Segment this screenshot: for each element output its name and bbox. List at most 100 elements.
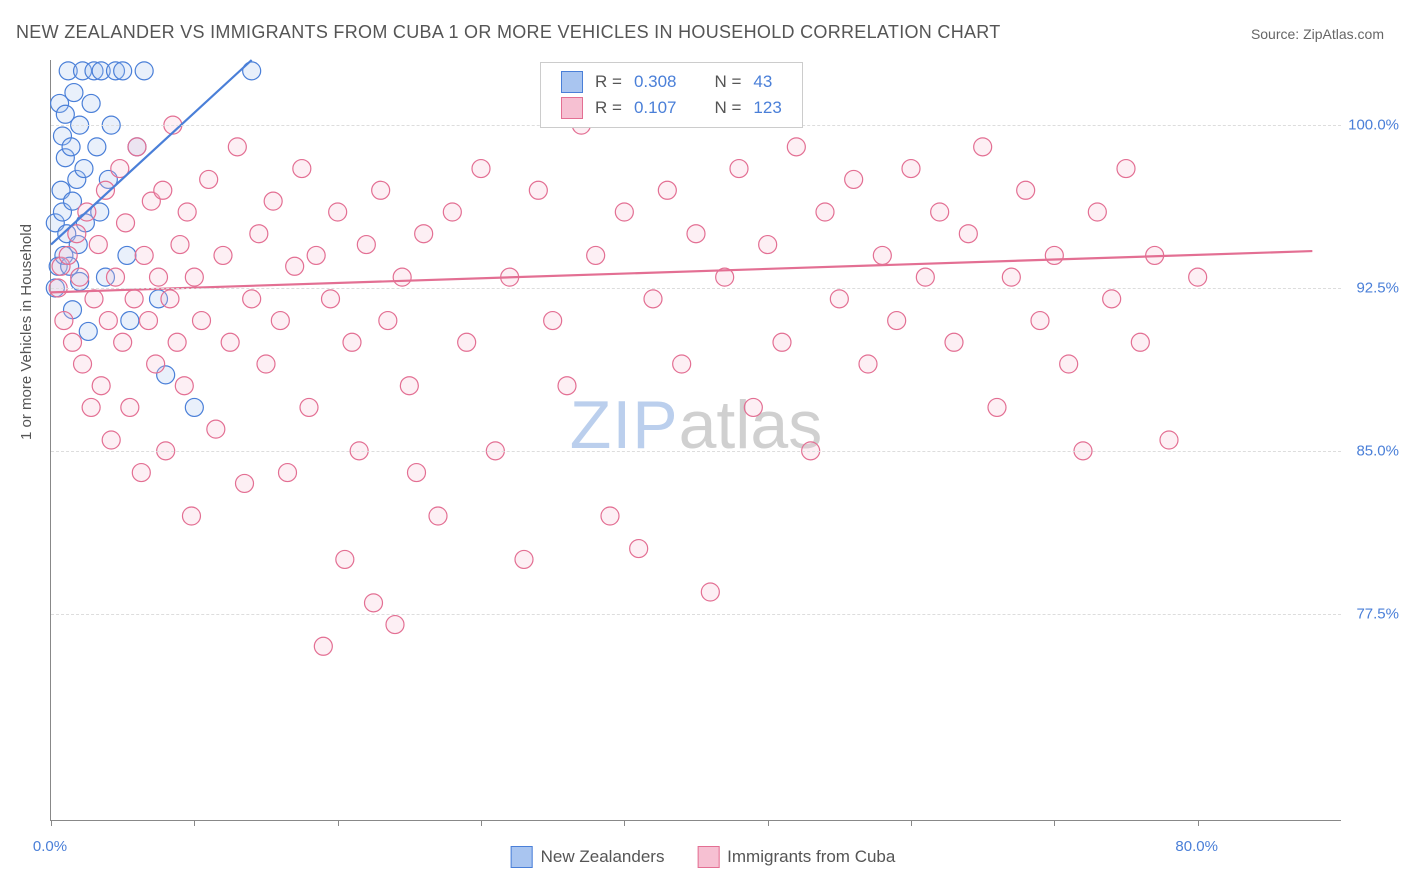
data-point	[408, 464, 426, 482]
data-point	[515, 550, 533, 568]
data-point	[139, 312, 157, 330]
data-point	[236, 474, 254, 492]
data-point	[193, 312, 211, 330]
data-point	[386, 616, 404, 634]
data-point	[1060, 355, 1078, 373]
data-point	[250, 225, 268, 243]
data-point	[171, 236, 189, 254]
data-point	[314, 637, 332, 655]
data-point	[687, 225, 705, 243]
data-point	[544, 312, 562, 330]
data-point	[587, 246, 605, 264]
data-point	[443, 203, 461, 221]
data-point	[1045, 246, 1063, 264]
x-tick	[911, 820, 912, 826]
n-value: 43	[747, 69, 787, 95]
x-tick	[624, 820, 625, 826]
legend-label: New Zealanders	[541, 847, 665, 867]
data-point	[816, 203, 834, 221]
data-point	[1160, 431, 1178, 449]
data-point	[429, 507, 447, 525]
data-point	[558, 377, 576, 395]
grid-line	[51, 288, 1341, 289]
data-point	[175, 377, 193, 395]
data-point	[71, 268, 89, 286]
data-point	[1088, 203, 1106, 221]
n-label: N =	[708, 95, 747, 121]
data-point	[168, 333, 186, 351]
data-point	[673, 355, 691, 373]
data-point	[379, 312, 397, 330]
chart-svg	[51, 60, 1341, 820]
data-point	[357, 236, 375, 254]
data-point	[75, 160, 93, 178]
data-point	[243, 290, 261, 308]
data-point	[132, 464, 150, 482]
data-point	[959, 225, 977, 243]
source-attribution: Source: ZipAtlas.com	[1251, 26, 1384, 42]
data-point	[286, 257, 304, 275]
data-point	[1017, 181, 1035, 199]
data-point	[271, 312, 289, 330]
trend-line	[51, 251, 1312, 292]
data-point	[400, 377, 418, 395]
x-tick	[1198, 820, 1199, 826]
data-point	[916, 268, 934, 286]
data-point	[1103, 290, 1121, 308]
data-point	[135, 246, 153, 264]
data-point	[300, 398, 318, 416]
data-point	[228, 138, 246, 156]
data-point	[1117, 160, 1135, 178]
legend-swatch-blue	[511, 846, 533, 868]
data-point	[1189, 268, 1207, 286]
data-point	[121, 398, 139, 416]
legend-swatch-pink	[561, 97, 583, 119]
data-point	[415, 225, 433, 243]
x-tick-label: 0.0%	[33, 838, 67, 855]
data-point	[89, 236, 107, 254]
data-point	[74, 355, 92, 373]
data-point	[630, 540, 648, 558]
data-point	[529, 181, 547, 199]
data-point	[59, 246, 77, 264]
data-point	[787, 138, 805, 156]
y-tick-label: 77.5%	[1356, 605, 1399, 622]
data-point	[62, 138, 80, 156]
y-tick-label: 92.5%	[1356, 280, 1399, 297]
r-value: 0.308	[628, 69, 683, 95]
data-point	[102, 431, 120, 449]
data-point	[150, 268, 168, 286]
plot-area: ZIPatlas 77.5%85.0%92.5%100.0%	[50, 60, 1341, 821]
data-point	[307, 246, 325, 264]
data-point	[79, 322, 97, 340]
data-point	[135, 62, 153, 80]
y-tick-label: 100.0%	[1348, 117, 1399, 134]
legend-row: R = 0.308 N = 43	[555, 69, 788, 95]
data-point	[365, 594, 383, 612]
data-point	[888, 312, 906, 330]
data-point	[343, 333, 361, 351]
data-point	[873, 246, 891, 264]
data-point	[99, 312, 117, 330]
data-point	[859, 355, 877, 373]
x-tick	[1054, 820, 1055, 826]
correlation-legend: R = 0.308 N = 43 R = 0.107 N = 123	[540, 62, 803, 128]
data-point	[96, 181, 114, 199]
data-point	[65, 84, 83, 102]
data-point	[945, 333, 963, 351]
data-point	[128, 138, 146, 156]
x-tick	[194, 820, 195, 826]
data-point	[107, 268, 125, 286]
data-point	[92, 377, 110, 395]
grid-line	[51, 614, 1341, 615]
data-point	[902, 160, 920, 178]
data-point	[322, 290, 340, 308]
legend-item: Immigrants from Cuba	[697, 846, 895, 868]
data-point	[458, 333, 476, 351]
data-point	[55, 312, 73, 330]
data-point	[644, 290, 662, 308]
data-point	[279, 464, 297, 482]
x-tick	[768, 820, 769, 826]
data-point	[615, 203, 633, 221]
data-point	[1131, 333, 1149, 351]
